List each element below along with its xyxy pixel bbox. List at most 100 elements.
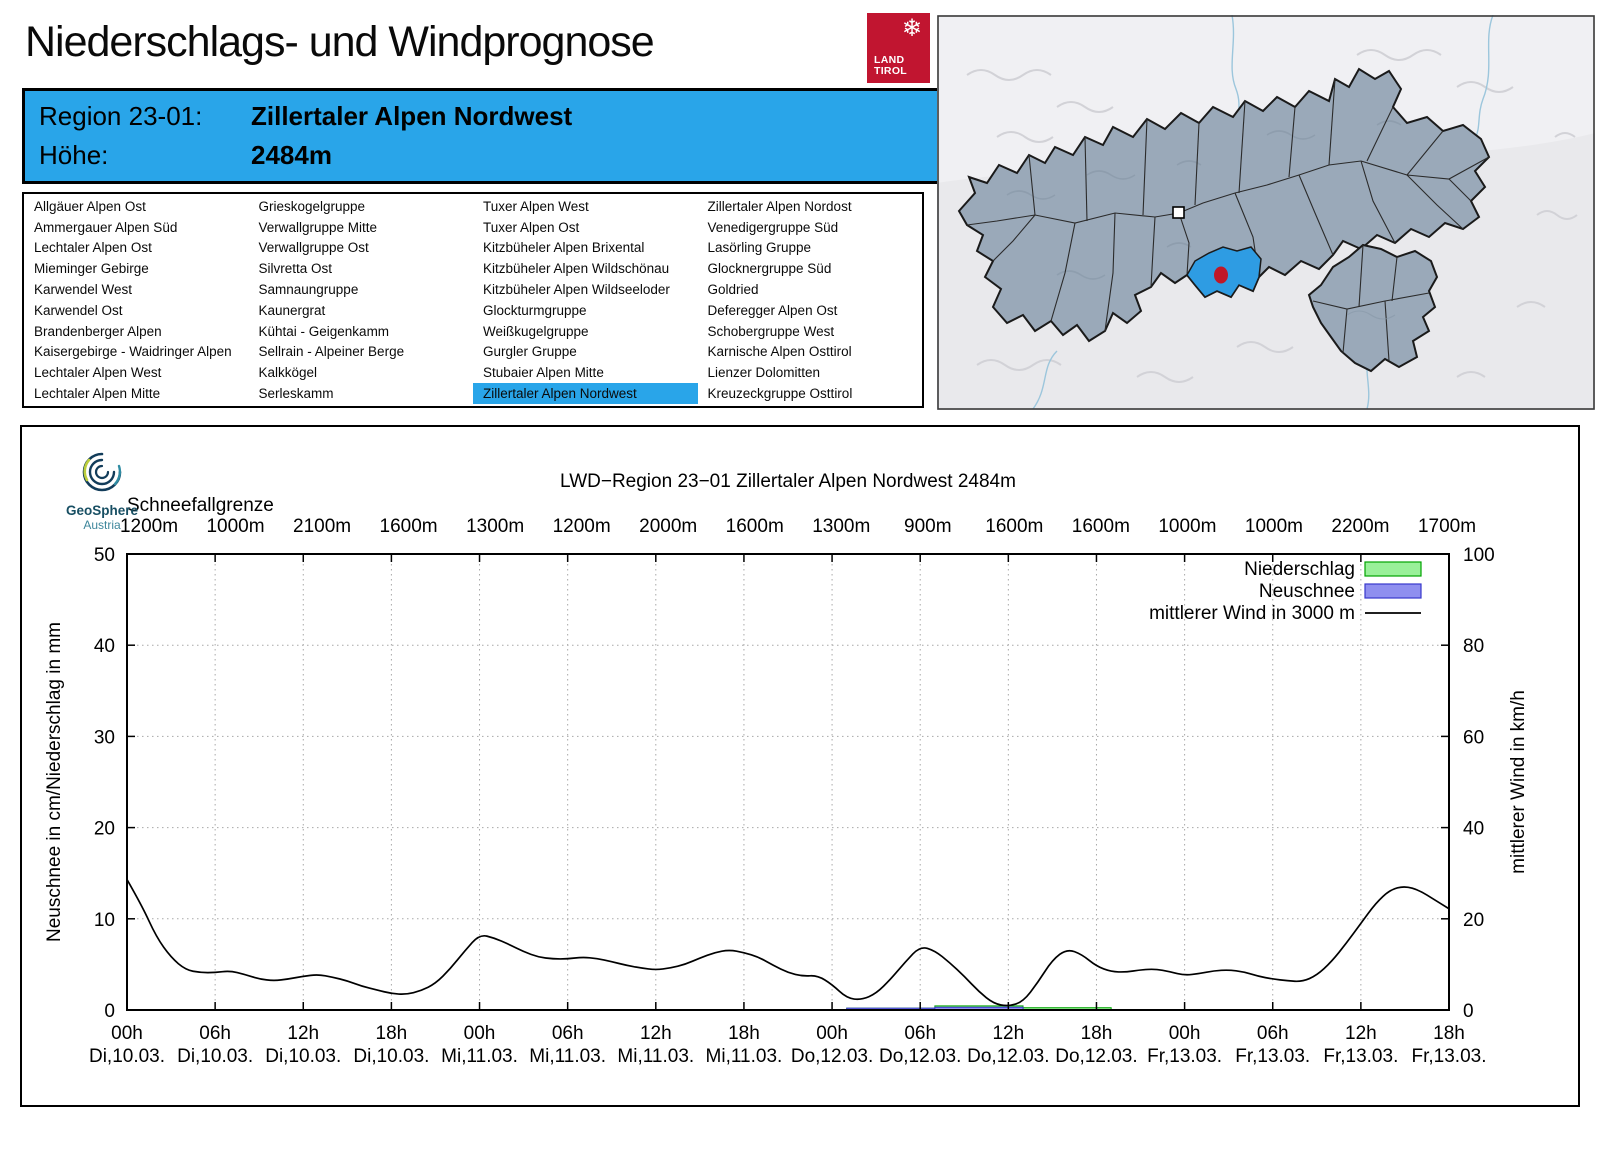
chart-title: LWD−Region 23−01 Zillertaler Alpen Nordw… [560,471,1016,492]
region-list-item[interactable]: Stubaier Alpen Mitte [483,365,604,381]
region-list-item[interactable]: Kreuzeckgruppe Osttirol [707,386,853,402]
forecast-plot: LWD−Region 23−01 Zillertaler Alpen Nordw… [44,471,1529,1067]
y-left-tick-label: 10 [94,910,115,931]
geosphere-sub: Austria [83,518,121,532]
x-tick-time: 06h [904,1023,936,1044]
region-list-item[interactable]: Deferegger Alpen Ost [707,302,838,318]
y-left-axis-title: Neuschnee in cm/Niederschlag in mm [44,622,65,942]
region-list-item[interactable]: Sellrain - Alpeiner Berge [258,344,405,360]
x-tick-date: Fr,13.03. [1147,1046,1222,1067]
x-tick-time: 00h [816,1023,848,1044]
region-list-item[interactable]: Glockturmgruppe [483,302,587,318]
y-right-tick-label: 0 [1463,1001,1474,1022]
x-tick-time: 00h [464,1023,496,1044]
snowline-label: Schneefallgrenze [127,495,274,516]
y-right-tick-label: 80 [1463,636,1484,657]
region-list-item[interactable]: Brandenberger Alpen [34,323,162,339]
region-list-item-selected[interactable]: Zillertaler Alpen Nordwest [473,383,698,404]
region-list-item[interactable]: Kitzbüheler Alpen Wildschönau [483,261,670,277]
region-list-item[interactable]: Schobergruppe West [707,323,835,339]
snowline-value: 2200m [1331,516,1389,537]
region-list-item[interactable]: Kitzbüheler Alpen Brixental [483,240,645,256]
region-list-item[interactable]: Samnaungruppe [258,282,359,298]
x-tick-date: Di,10.03. [353,1046,429,1067]
region-list-item[interactable]: Kalkkögel [258,365,318,381]
y-left-tick-label: 40 [94,636,115,657]
region-list-item[interactable]: Venedigergruppe Süd [707,219,839,235]
snowline-value: 2000m [639,516,697,537]
x-tick-date: Mi,11.03. [706,1046,783,1067]
region-list-item[interactable]: Kaisergebirge - Waidringer Alpen [34,344,232,360]
region-list-item[interactable]: Gurgler Gruppe [483,344,577,360]
region-list-item[interactable]: Lechtaler Alpen Ost [34,240,152,256]
east-tirol-borders [1312,244,1430,362]
snowline-value: 1600m [985,516,1043,537]
legend-label: mittlerer Wind in 3000 m [1149,603,1355,624]
region-list-item[interactable]: Tuxer Alpen Ost [483,219,580,235]
y-right-axis-title: mittlerer Wind in km/h [1508,690,1529,874]
mountain-shading [1006,120,1402,280]
region-list-item[interactable]: Kaunergrat [258,302,326,318]
x-tick-date: Do,12.03. [879,1046,961,1067]
x-tick-date: Fr,13.03. [1323,1046,1398,1067]
snowflake-icon: ❄ [901,14,922,42]
region-list-item[interactable]: Verwallgruppe Ost [258,240,369,256]
region-list-item[interactable]: Kühtai - Geigenkamm [258,323,390,339]
region-list-item[interactable]: Tuxer Alpen West [483,198,589,214]
region-list-item[interactable]: Lechtaler Alpen West [34,365,162,381]
y-left-tick-label: 50 [94,545,115,566]
snowline-value: 1600m [1072,516,1130,537]
y-right-tick-label: 100 [1463,545,1495,566]
region-list-item[interactable]: Ammergauer Alpen Süd [34,219,178,235]
snowline-value: 1200m [120,516,178,537]
y-right-tick-label: 20 [1463,910,1484,931]
region-list-item[interactable]: Karwendel West [34,282,133,298]
region-list-item[interactable]: Glocknergruppe Süd [707,261,832,277]
legend-swatch-niederschlag [1364,561,1422,577]
x-tick-time: 00h [1169,1023,1201,1044]
snowline-value: 1000m [1158,516,1216,537]
region-list-item[interactable]: Zillertaler Alpen Nordost [707,198,852,214]
region-list-item[interactable]: Kitzbüheler Alpen Wildseeloder [483,282,670,298]
snowline-value: 1000m [1245,516,1303,537]
region-list-item[interactable]: Lasörling Gruppe [707,240,812,256]
x-tick-time: 12h [287,1023,319,1044]
tirol-map-image [937,15,1595,410]
snowline-value: 1600m [726,516,784,537]
region-list-item[interactable]: Karnische Alpen Osttirol [707,344,852,360]
y-right-tick-label: 60 [1463,727,1484,748]
x-tick-date: Di,10.03. [89,1046,165,1067]
wind-line [126,879,1450,1007]
x-tick-date: Mi,11.03. [529,1046,606,1067]
region-label: Region 23-01: [39,101,203,131]
region-list-item[interactable]: Grieskogelgruppe [258,198,366,214]
y-left-tick-label: 30 [94,727,115,748]
x-tick-time: 12h [1345,1023,1377,1044]
region-list: Allgäuer Alpen Ost Ammergauer Alpen Süd Le… [22,192,924,408]
region-list-item[interactable]: Lechtaler Alpen Mitte [34,386,161,402]
y-right-tick-label: 40 [1463,819,1484,840]
station-dot [1214,266,1228,284]
snowline-value: 1000m [206,516,264,537]
region-list-item[interactable]: Karwendel Ost [34,302,123,318]
x-tick-time: 06h [552,1023,584,1044]
region-list-item[interactable]: Silvretta Ost [258,261,333,277]
x-tick-time: 12h [640,1023,672,1044]
region-list-item[interactable]: Weißkugelgruppe [483,323,589,339]
region-list-item[interactable]: Mieminger Gebirge [34,261,149,277]
plot-frame [126,553,1450,1011]
logo-tirol-text: TIROL [874,65,907,77]
ibk-marker [1172,206,1185,219]
region-list-item[interactable]: Lienzer Dolomitten [707,365,821,381]
region-list-item[interactable]: Allgäuer Alpen Ost [34,198,146,214]
region-info-box: Region 23-01: Zillertaler Alpen Nordwest… [22,88,942,184]
region-list-item[interactable]: Goldried [707,282,759,298]
region-list-item[interactable]: Serleskamm [258,386,334,402]
axis-ticks [126,553,1450,1011]
region-value: Zillertaler Alpen Nordwest [251,101,573,131]
region-list-item[interactable]: Verwallgruppe Mitte [258,219,378,235]
relief-texture [966,49,1578,383]
x-tick-date: Do,12.03. [791,1046,873,1067]
geosphere-name: GeoSphere [65,503,139,518]
x-tick-time: 00h [111,1023,143,1044]
